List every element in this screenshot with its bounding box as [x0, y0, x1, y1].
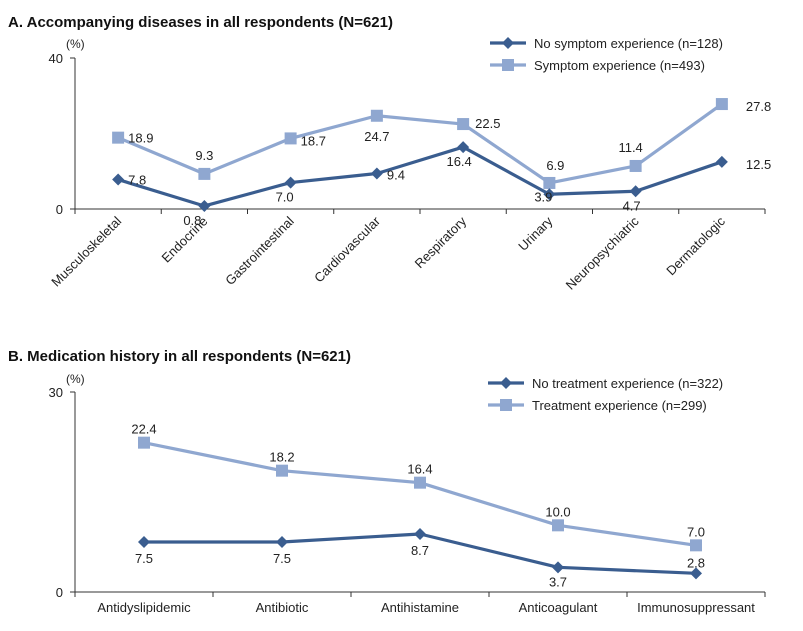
data-label: 3.7 [549, 574, 567, 589]
x-category-label: Antihistamine [381, 600, 459, 615]
x-category-label: Gastrointestinal [222, 213, 297, 288]
square-marker [543, 176, 556, 189]
x-category-label: Neuropsychiatric [563, 213, 642, 292]
x-category-label: Cardiovascular [311, 213, 383, 285]
data-label: 7.0 [687, 524, 705, 539]
square-marker [276, 464, 288, 477]
chart-a-title: A. Accompanying diseases in all responde… [8, 14, 393, 31]
data-label: 3.9 [534, 189, 552, 204]
data-label: 18.9 [128, 131, 153, 146]
x-category-label: Antidyslipidemic [97, 600, 191, 615]
chart-a-legend: No symptom experience (n=128) Symptom exp… [490, 36, 723, 73]
diamond-marker [457, 141, 470, 154]
chart-a: A. Accompanying diseases in all responde… [8, 14, 771, 293]
diamond-marker [552, 561, 564, 574]
legend-square-marker [502, 59, 514, 71]
diamond-marker [370, 167, 383, 180]
chart-b-x-ticks [74, 592, 766, 597]
diamond-marker [414, 528, 426, 540]
square-marker [414, 476, 426, 489]
data-label: 7.5 [273, 551, 291, 566]
series-line [117, 102, 723, 185]
square-marker [198, 167, 211, 180]
legend-label: Symptom experience (n=493) [534, 58, 705, 73]
x-category-label: Immunosuppressant [637, 600, 755, 615]
diamond-marker [629, 185, 642, 198]
data-label: 16.4 [407, 462, 432, 477]
diamond-marker [690, 567, 702, 580]
square-marker [370, 109, 383, 122]
legend-diamond-marker [500, 377, 512, 389]
legend-square-marker [500, 399, 512, 411]
chart-b-unit-label: (%) [66, 372, 85, 386]
data-label: 8.7 [411, 543, 429, 558]
chart-a-unit-label: (%) [66, 37, 85, 51]
chart-b-data-labels: 22.4 18.2 16.4 10.0 7.0 7.5 7.5 8.7 3.7 2.8 [131, 422, 705, 590]
chart-a-data-labels: 18.9 9.3 18.7 24.7 22.5 6.9 11.4 27.8 7.8 0.8 7.0 9… [128, 99, 771, 228]
chart-a-category-labels: Musculoskeletal Endocrine Gastrointestinal… [48, 213, 728, 293]
data-label: 9.4 [387, 168, 405, 183]
square-marker [690, 539, 702, 552]
data-label: 2.8 [687, 555, 705, 570]
square-marker [457, 118, 470, 131]
data-label: 22.5 [475, 116, 500, 131]
diamond-marker [198, 199, 211, 212]
legend-diamond-marker [502, 37, 514, 49]
data-label: 11.4 [618, 140, 642, 155]
x-category-label: Antibiotic [256, 600, 309, 615]
square-marker [284, 132, 297, 145]
x-category-label: Urinary [515, 213, 556, 254]
data-label: 4.7 [623, 198, 641, 213]
legend-label: Treatment experience (n=299) [532, 398, 707, 413]
legend-label: No treatment experience (n=322) [532, 376, 723, 391]
diamond-marker [276, 536, 288, 548]
data-label: 16.4 [446, 154, 471, 169]
legend-label: No symptom experience (n=128) [534, 36, 723, 51]
data-label: 24.7 [364, 129, 389, 144]
square-marker [552, 519, 564, 532]
diamond-marker [112, 173, 125, 186]
diamond-marker [284, 176, 297, 189]
data-label: 12.5 [746, 157, 771, 172]
square-marker [138, 436, 150, 449]
chart-a-series-markers [112, 98, 728, 212]
data-label: 18.2 [269, 450, 294, 465]
data-label: 18.7 [301, 133, 326, 148]
chart-b-legend: No treatment experience (n=322) Treatment… [488, 376, 723, 413]
square-marker [715, 98, 728, 111]
chart-b-category-labels: Antidyslipidemic Antibiotic Antihistamine A… [97, 600, 755, 615]
chart-a-ytick-label-max: 40 [49, 51, 63, 66]
chart-b: B. Medication history in all respondents… [8, 348, 766, 615]
data-label: 27.8 [746, 99, 771, 114]
diamond-marker [543, 188, 556, 201]
x-category-label: Musculoskeletal [48, 213, 124, 289]
chart-b-ytick-label-min: 0 [56, 585, 63, 600]
data-label: 9.3 [195, 148, 213, 163]
chart-b-ytick-label-max: 30 [49, 385, 63, 400]
data-label: 7.0 [276, 190, 294, 205]
data-label: 22.4 [131, 422, 156, 437]
data-label: 0.8 [183, 213, 201, 228]
square-marker [629, 159, 642, 172]
chart-b-title: B. Medication history in all respondents… [8, 348, 351, 365]
chart-a-series-lines [117, 102, 723, 208]
data-label: 7.5 [135, 551, 153, 566]
data-label: 6.9 [546, 158, 564, 173]
data-label: 10.0 [545, 504, 570, 519]
x-category-label: Respiratory [412, 213, 470, 271]
chart-b-series-markers [138, 436, 702, 580]
x-category-label: Anticoagulant [519, 600, 598, 615]
diamond-marker [138, 536, 150, 548]
x-category-label: Dermatologic [663, 213, 728, 278]
square-marker [112, 131, 125, 144]
data-label: 7.8 [128, 173, 146, 188]
chart-a-x-ticks [74, 209, 766, 214]
series-line [117, 145, 723, 208]
chart-a-ytick-label-min: 0 [56, 202, 63, 217]
diamond-marker [715, 155, 728, 168]
